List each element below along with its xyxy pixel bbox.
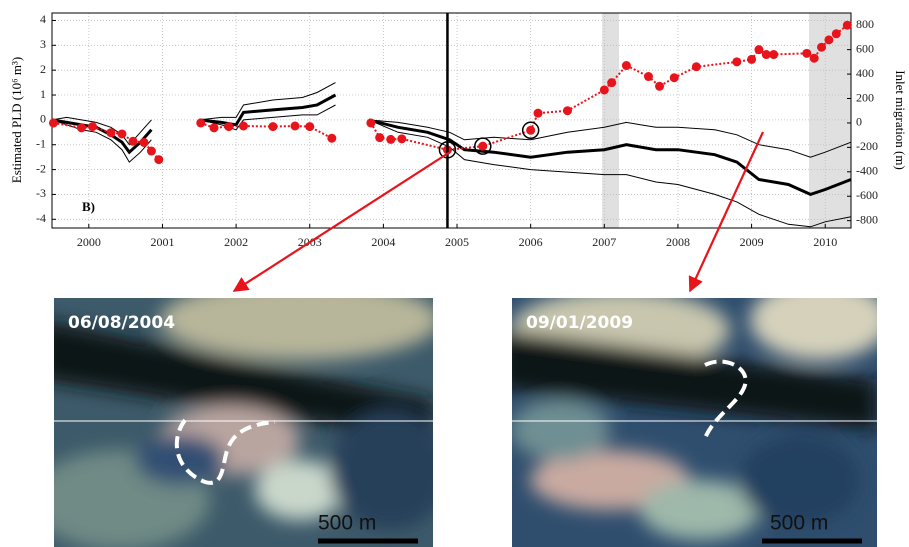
x-tick-label: 2004 — [371, 235, 395, 249]
arrow — [688, 131, 764, 293]
y2-tick-label: -600 — [856, 188, 878, 202]
data-point — [643, 72, 653, 82]
data-point — [128, 136, 138, 146]
data-point — [809, 53, 819, 63]
x-tick-label: 2010 — [813, 235, 837, 249]
data-point — [305, 122, 315, 132]
data-point — [139, 137, 149, 147]
x-tick-label: 2001 — [150, 235, 174, 249]
data-point — [196, 118, 206, 128]
data-point — [761, 50, 771, 60]
data-point — [562, 106, 572, 116]
data-point — [375, 133, 385, 143]
data-point — [769, 50, 779, 60]
y2-tick-label: 0 — [856, 115, 862, 129]
data-point — [754, 45, 764, 55]
data-point — [154, 155, 164, 165]
data-point — [76, 123, 86, 133]
chart: 2000200120022003200420052006200720082009… — [36, 12, 878, 249]
data-point — [478, 141, 488, 151]
data-point — [327, 133, 337, 143]
panel-label: B) — [82, 199, 95, 214]
data-point — [397, 134, 407, 144]
y-tick-label: 4 — [40, 12, 46, 26]
x-tick-label: 2000 — [77, 235, 101, 249]
x-tick-label: 2009 — [740, 235, 764, 249]
photo-date: 09/01/2009 — [526, 313, 633, 333]
x-tick-label: 2005 — [445, 235, 469, 249]
data-point — [268, 122, 278, 132]
y-tick-label: -1 — [36, 136, 46, 150]
arrow — [232, 151, 451, 292]
data-point — [526, 125, 536, 135]
scale-label: 500 m — [770, 512, 828, 535]
y-axis-label: Estimated PLD (10⁶ m³) — [9, 57, 24, 184]
data-point — [842, 20, 852, 30]
photo — [512, 298, 877, 547]
data-point — [117, 129, 127, 139]
y2-tick-label: 600 — [856, 41, 874, 55]
data-point — [817, 42, 827, 52]
data-point — [747, 54, 757, 64]
highlight-circle — [474, 137, 492, 155]
data-point — [655, 81, 665, 91]
data-point — [146, 146, 156, 156]
data-point — [290, 121, 300, 131]
data-point — [824, 35, 834, 45]
data-point — [669, 73, 679, 83]
y2-tick-label: -200 — [856, 139, 878, 153]
y2-tick-label: 200 — [856, 90, 874, 104]
x-tick-label: 2006 — [519, 235, 543, 249]
photo-date: 06/08/2004 — [68, 313, 175, 333]
data-point — [732, 57, 742, 67]
data-point — [599, 85, 609, 95]
x-tick-label: 2008 — [666, 235, 690, 249]
highlight-circle — [521, 121, 540, 140]
y2-tick-label: 800 — [856, 17, 874, 31]
data-point — [366, 118, 376, 128]
data-point — [209, 123, 219, 133]
data-point — [691, 62, 701, 72]
photo — [54, 298, 433, 547]
data-point — [533, 108, 543, 118]
data-point — [607, 78, 617, 88]
x-tick-label: 2007 — [592, 235, 616, 249]
data-point — [106, 128, 116, 138]
data-line — [51, 82, 852, 158]
y-tick-label: 3 — [40, 37, 46, 51]
y-tick-label: 1 — [40, 87, 46, 101]
y-tick-label: 0 — [40, 112, 46, 126]
y-tick-label: 2 — [40, 62, 46, 76]
data-point — [88, 122, 98, 132]
y-tick-label: -2 — [36, 161, 46, 175]
data-point — [386, 134, 396, 144]
data-point — [238, 121, 248, 131]
data-point — [802, 48, 812, 58]
data-point — [224, 122, 234, 132]
y2-tick-label: 400 — [856, 66, 874, 80]
y2-axis-label: Inlet migration (m) — [893, 70, 908, 170]
y2-tick-label: -800 — [856, 212, 878, 226]
y-tick-label: -3 — [36, 186, 46, 200]
scale-label: 500 m — [318, 512, 376, 535]
y2-tick-label: -400 — [856, 164, 878, 178]
data-line — [51, 104, 852, 228]
x-tick-label: 2002 — [224, 235, 248, 249]
data-point — [621, 61, 631, 71]
data-point — [48, 118, 58, 128]
data-point — [831, 29, 841, 39]
y-tick-label: -4 — [36, 211, 46, 225]
